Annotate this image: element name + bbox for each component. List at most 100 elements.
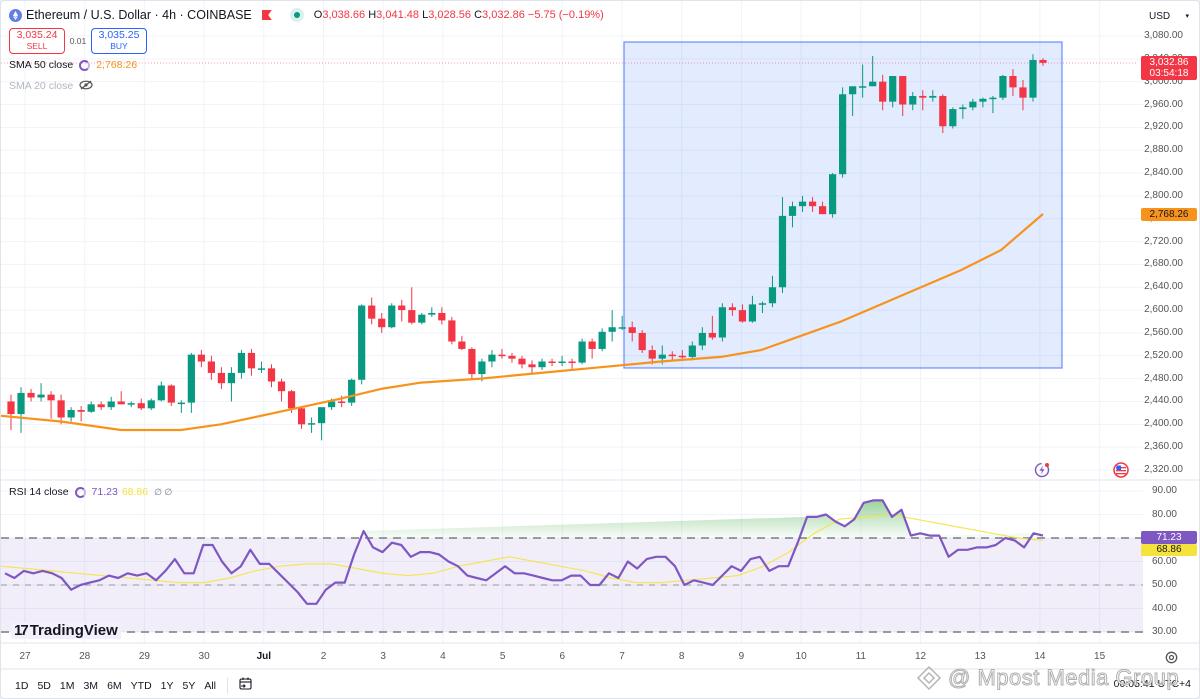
loading-icon[interactable] [79,59,91,71]
candle [708,315,716,340]
range-button-1y[interactable]: 1Y [160,680,174,692]
rsi-ma-value: 68.86 [121,486,149,498]
candle [989,95,997,114]
sma50-line [1,213,1044,432]
candle [678,350,686,359]
range-button-5y[interactable]: 5Y [182,680,196,692]
range-button-5d[interactable]: 5D [37,680,51,692]
candle [839,87,847,178]
sma50-legend[interactable]: SMA 50 close 2,768.26 [9,59,137,71]
currency-selector[interactable]: USD ▾ [1149,10,1189,22]
rsi-tick: 90.00 [1151,485,1177,496]
sma50-value: 2,768.26 [96,59,138,71]
price-change: −5.75 (−0.19%) [527,9,604,21]
candle [498,348,506,359]
time-tick: 11 [855,651,866,662]
candle [197,350,205,368]
time-tick: 5 [499,651,506,662]
range-button-6m[interactable]: 6M [107,680,122,692]
time-tick: 3 [380,651,386,662]
candle [428,307,436,317]
time-tick: 30 [198,651,210,662]
time-tick: 27 [19,651,31,662]
price-tick: 2,640.00 [1144,281,1183,293]
range-button-3m[interactable]: 3M [83,680,99,692]
range-button-1m[interactable]: 1M [59,680,75,692]
candle [157,381,165,402]
tradingview-mark-icon: 17 [14,622,29,639]
tradingview-logo[interactable]: 17 TradingView [11,622,121,639]
market-status-icon[interactable] [289,8,304,22]
candle [297,406,306,429]
candle [668,351,676,361]
candle [488,350,496,368]
candle [277,378,286,402]
candle [388,303,396,329]
price-tick: 2,720.00 [1144,235,1183,247]
candle [307,417,316,433]
candle [17,387,25,433]
candle [227,367,236,402]
price-tick: 2,680.00 [1144,258,1183,270]
us-flag-event-icon[interactable] [1113,462,1129,483]
rsi-legend[interactable]: RSI 14 close 71.23 68.86 ∅ ∅ [9,486,172,498]
time-tick: 2 [320,651,327,662]
sma20-legend[interactable]: SMA 20 close [9,77,93,95]
rsi-overbought-fill [359,500,1048,538]
symbol-legend: Ethereum / U.S. Dollar · 4h · COINBASE O… [9,8,604,22]
time-tick: 8 [678,651,685,662]
time-tick: 6 [559,651,566,662]
candle [257,361,266,373]
candle [578,338,586,365]
sma20-label: SMA 20 close [9,80,74,92]
candle [267,364,276,388]
candle [889,75,897,108]
candle [588,338,596,359]
price-tick: 2,960.00 [1144,98,1183,110]
candle [788,201,797,228]
time-tick: Jul [256,651,272,662]
candle [618,315,626,331]
candle [969,98,977,111]
flag-icon[interactable] [261,10,272,20]
time-tick: 4 [440,651,446,662]
loading-icon[interactable] [74,486,86,498]
candle [458,335,466,351]
candle [1029,54,1037,102]
range-button-1d[interactable]: 1D [15,680,29,692]
candle [107,396,115,411]
range-button-ytd[interactable]: YTD [130,680,152,692]
candle [448,316,456,345]
price-tick: 2,880.00 [1144,144,1183,156]
timezone-clock[interactable]: 00:05:41 UTC+4 [1113,678,1191,690]
candle [97,401,105,411]
candle [368,297,376,325]
candle [398,299,406,322]
price-tick: 2,800.00 [1144,189,1183,201]
sma-price-tag: 2,768.26 [1141,208,1197,221]
sell-button[interactable]: 3,035.24 SELL [9,28,65,54]
candle [187,352,195,413]
buy-button[interactable]: 3,035.25 BUY [91,28,147,54]
candle [207,355,215,380]
candle [828,173,837,218]
ethereum-logo-icon [9,8,22,22]
rsi-ma-tag: 68.86 [1141,544,1197,556]
lightning-events-icon[interactable] [1034,462,1050,483]
rsi-value-tag: 71.23 [1141,531,1197,544]
candle [608,310,616,342]
range-button-all[interactable]: All [204,680,217,692]
goto-date-calendar-icon[interactable] [238,676,253,696]
symbol-title[interactable]: Ethereum / U.S. Dollar · 4h · COINBASE [26,8,252,22]
time-tick: 10 [795,651,807,662]
candle [117,391,125,405]
spread-value: 0.01 [69,36,87,46]
candle [849,86,857,116]
candle [408,287,416,325]
settings-gear-icon[interactable] [1165,651,1178,669]
range-toolbar: 1D 5D 1M 3M 6M YTD 1Y 5Y All [15,676,253,696]
candlestick-series [7,54,1047,441]
eye-hidden-icon[interactable] [79,77,93,95]
candle [909,91,917,111]
